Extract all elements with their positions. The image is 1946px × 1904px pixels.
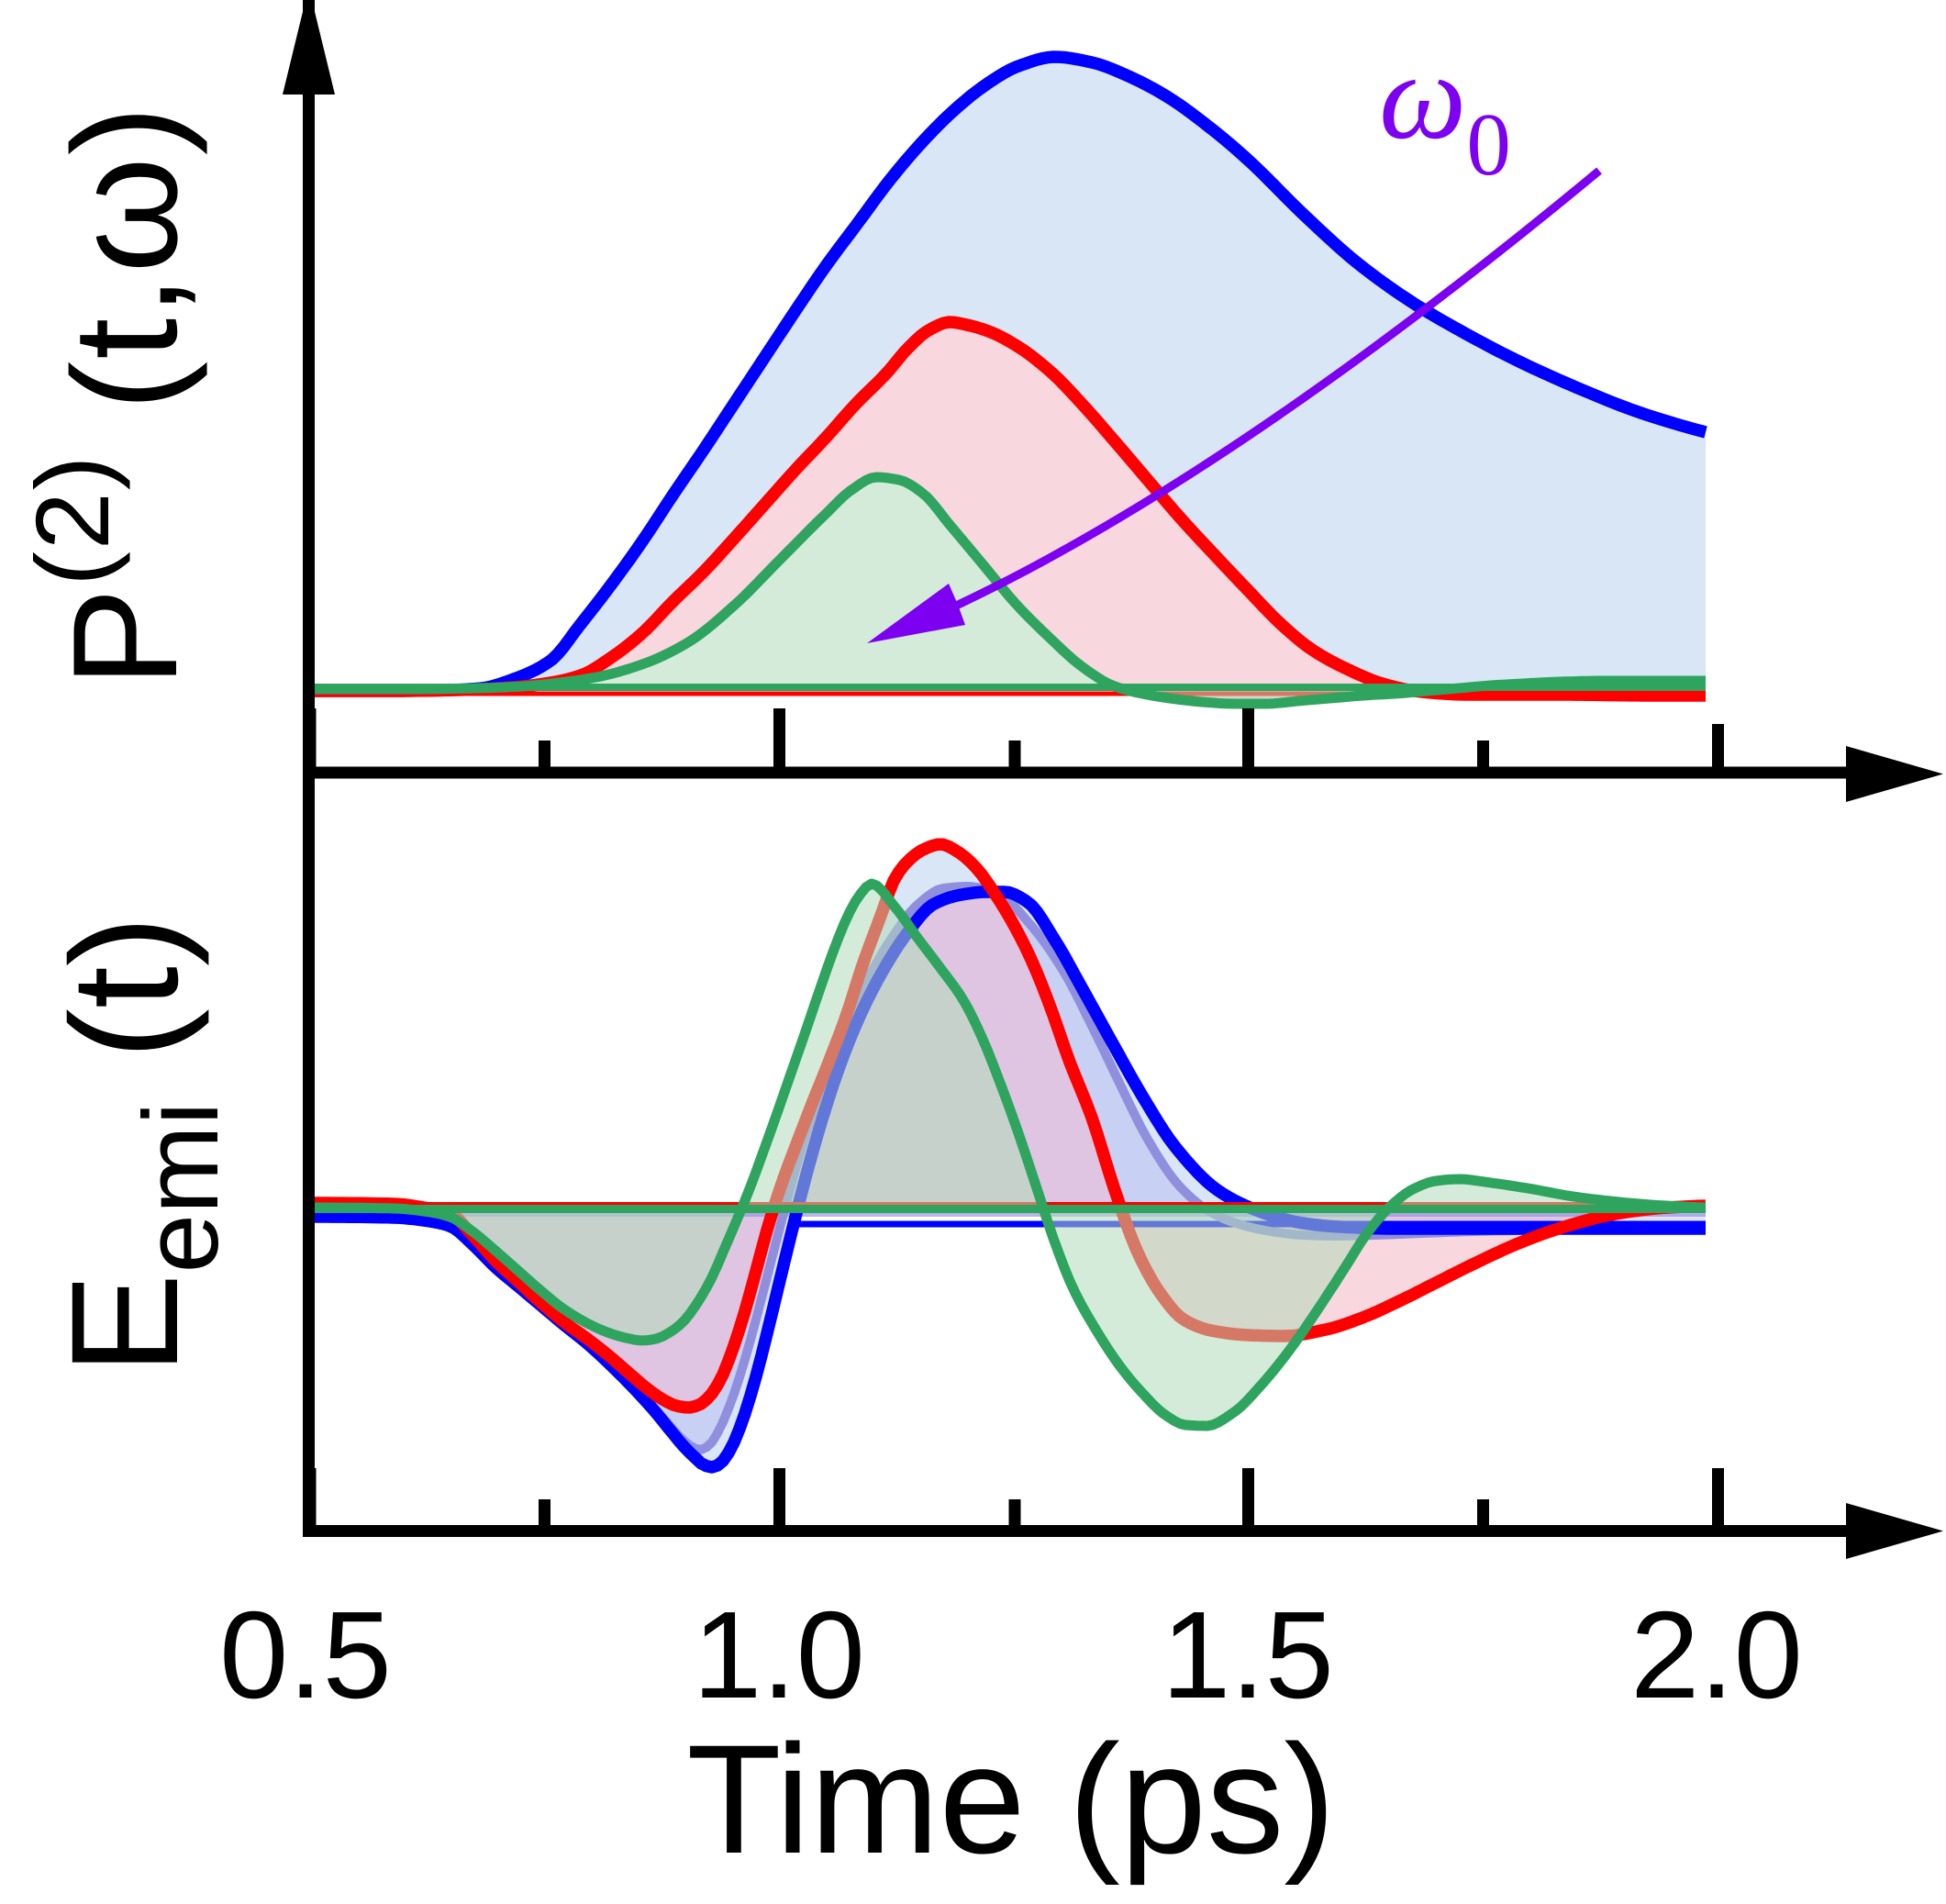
svg-text:2.0: 2.0 bbox=[1630, 1586, 1803, 1724]
svg-text:P(2) (t,ω): P(2) (t,ω) bbox=[15, 104, 208, 687]
svg-text:Time (ps): Time (ps) bbox=[686, 1712, 1335, 1886]
svg-text:Eemi (t): Eemi (t) bbox=[40, 916, 240, 1375]
svg-text:1.5: 1.5 bbox=[1162, 1586, 1334, 1724]
svg-text:0.5: 0.5 bbox=[219, 1586, 392, 1724]
svg-text:1.0: 1.0 bbox=[693, 1586, 865, 1724]
